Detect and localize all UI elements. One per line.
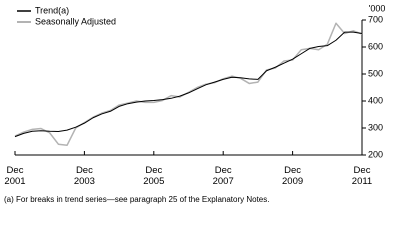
- y-tick-label: 200: [368, 149, 383, 159]
- legend-label: Trend(a): [35, 5, 69, 15]
- series-line: [14, 22, 363, 147]
- legend-label: Seasonally Adjusted: [35, 16, 116, 26]
- x-tick-label: Dec 2009: [282, 165, 304, 187]
- y-tick-label: 500: [368, 68, 383, 78]
- x-tick-label: Dec 2003: [73, 165, 95, 187]
- x-tick-label: Dec 2007: [212, 165, 234, 187]
- x-tick-label: Dec 2005: [143, 165, 165, 187]
- chart: '000 200 300 400 500 600 700 Trend(a) Seasonall…: [4, 3, 386, 204]
- x-tick-label: Dec 2001: [4, 165, 26, 187]
- plot: '000 200 300 400 500 600 700 Trend(a)Seasonall…: [14, 3, 386, 159]
- y-tick-label: 600: [368, 41, 383, 51]
- y-tick-label: 300: [368, 122, 383, 132]
- y-tick-label: 700: [368, 14, 383, 24]
- x-tick-label: Dec 2011: [351, 165, 373, 187]
- footnote: (a) For breaks in trend series—see parag…: [4, 195, 270, 204]
- series-line: [14, 31, 363, 138]
- y-unit: '000: [369, 3, 386, 13]
- y-tick-label: 400: [368, 95, 383, 105]
